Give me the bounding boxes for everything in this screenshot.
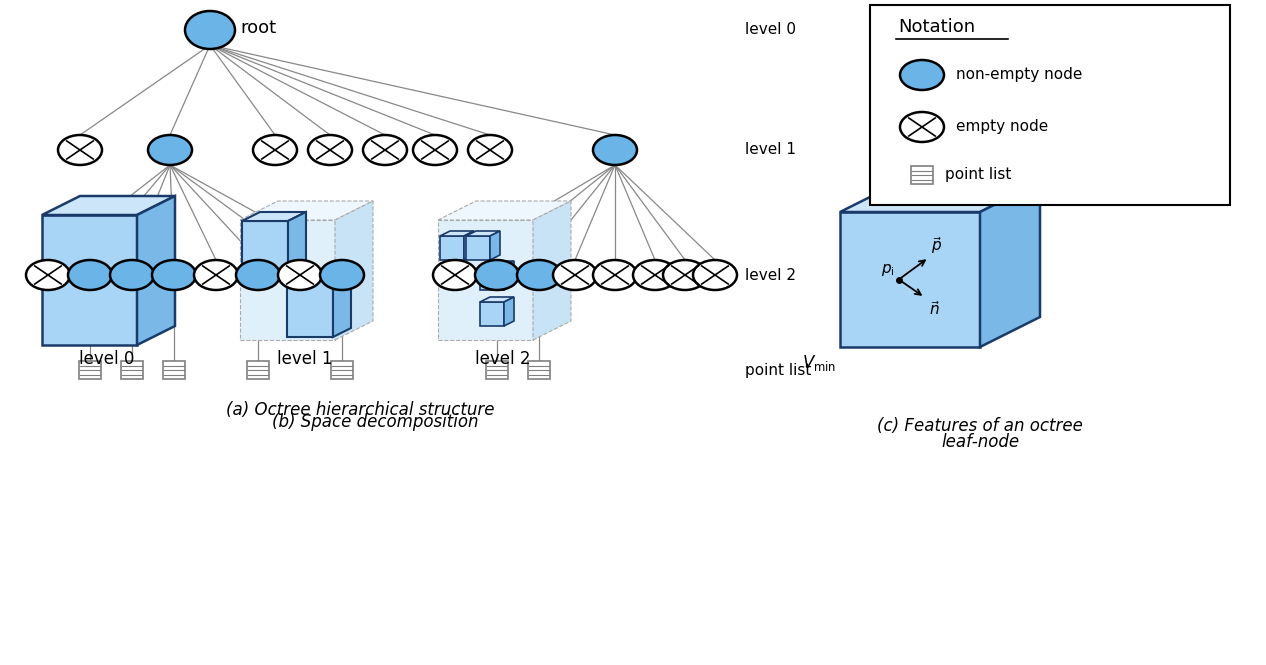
Text: level 0: level 0 [744,23,796,37]
Text: (a) Octree hierarchical structure: (a) Octree hierarchical structure [225,401,494,419]
Polygon shape [335,201,373,340]
Polygon shape [333,271,351,337]
Text: level 2: level 2 [744,267,796,283]
Ellipse shape [279,260,322,290]
Polygon shape [42,196,175,215]
Bar [912,166,933,184]
Text: non-empty node: non-empty node [956,68,1082,82]
Polygon shape [441,236,465,260]
Ellipse shape [253,135,298,165]
Ellipse shape [308,135,352,165]
Text: $V_{\mathrm{max}}$: $V_{\mathrm{max}}$ [1044,158,1082,178]
Text: leaf-node: leaf-node [941,433,1019,451]
Ellipse shape [592,135,637,165]
Text: (c) Features of an octree: (c) Features of an octree [877,417,1082,435]
Bar [122,361,143,379]
Polygon shape [466,236,490,260]
Polygon shape [287,280,333,337]
Text: empty node: empty node [956,120,1048,134]
Polygon shape [466,231,500,236]
Polygon shape [841,212,980,347]
Ellipse shape [633,260,677,290]
Ellipse shape [433,260,477,290]
Text: level 0: level 0 [80,350,134,368]
Polygon shape [480,266,504,290]
Polygon shape [438,201,571,220]
Polygon shape [504,297,514,326]
Text: level 1: level 1 [744,142,796,158]
Ellipse shape [110,260,154,290]
Text: root: root [241,19,276,37]
Polygon shape [441,231,473,236]
Polygon shape [490,231,500,260]
Polygon shape [241,201,373,220]
Text: point list: point list [744,362,812,378]
Text: Notation: Notation [898,18,975,36]
Text: $\vec{p}$: $\vec{p}$ [931,235,942,255]
Bar [330,361,353,379]
Bar [78,361,101,379]
Text: $\vec{n}$: $\vec{n}$ [929,301,939,319]
Ellipse shape [468,135,511,165]
Ellipse shape [152,260,196,290]
Text: $p_{\mathrm{i}}$: $p_{\mathrm{i}}$ [881,261,895,277]
Ellipse shape [517,260,561,290]
Ellipse shape [27,260,70,290]
Bar [528,361,549,379]
Ellipse shape [58,135,103,165]
Polygon shape [42,215,137,345]
Polygon shape [980,182,1039,347]
Ellipse shape [553,260,598,290]
Ellipse shape [475,260,519,290]
Ellipse shape [185,11,235,49]
Bar [870,5,1231,205]
Ellipse shape [363,135,406,165]
Text: point list: point list [944,168,1012,182]
Polygon shape [242,221,287,278]
Polygon shape [287,212,306,278]
Ellipse shape [900,60,944,90]
Ellipse shape [693,260,737,290]
Polygon shape [242,212,306,221]
Polygon shape [480,261,514,266]
Polygon shape [480,297,514,302]
Ellipse shape [320,260,365,290]
Polygon shape [137,196,175,345]
Polygon shape [465,231,473,260]
Polygon shape [480,302,504,326]
Ellipse shape [900,112,944,142]
Ellipse shape [194,260,238,290]
Text: level 2: level 2 [475,350,530,368]
Polygon shape [841,182,1039,212]
Ellipse shape [413,135,457,165]
Ellipse shape [592,260,637,290]
Text: level 1: level 1 [277,350,333,368]
Ellipse shape [68,260,111,290]
Text: (b) Space decomposition: (b) Space decomposition [272,413,479,431]
Bar [247,361,268,379]
Text: $V_{\mathrm{min}}$: $V_{\mathrm{min}}$ [801,353,836,373]
Polygon shape [287,271,351,280]
Bar [486,361,508,379]
Polygon shape [241,220,335,340]
Ellipse shape [148,135,192,165]
Ellipse shape [235,260,280,290]
Ellipse shape [663,260,706,290]
Bar [163,361,185,379]
Polygon shape [533,201,571,340]
Polygon shape [438,220,533,340]
Polygon shape [504,261,514,290]
